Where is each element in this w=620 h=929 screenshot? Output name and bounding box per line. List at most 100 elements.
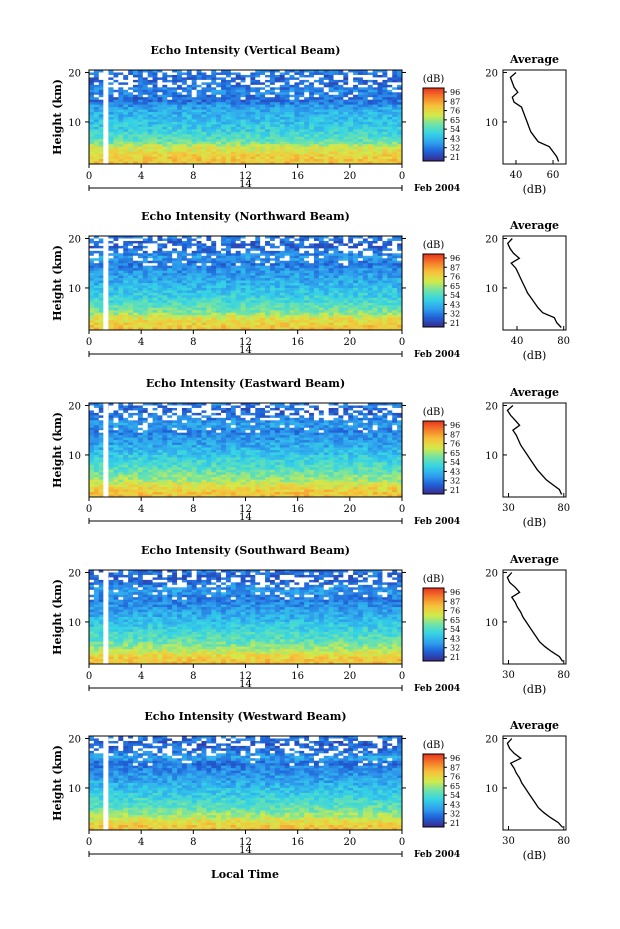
colorbar-tick-label: 65 [450, 449, 460, 458]
profile-x-label: (dB) [523, 516, 547, 529]
profile-y-tick-label: 20 [485, 568, 498, 579]
colorbar-tick-label: 43 [450, 134, 460, 143]
profile-x-label: (dB) [523, 183, 547, 196]
colorbar-tick-label: 54 [450, 125, 460, 134]
month-label: Feb 2004 [414, 350, 460, 360]
profile-x-label: (dB) [523, 349, 547, 362]
x-tick-label: 16 [291, 837, 304, 848]
x-tick-label: 20 [343, 837, 356, 848]
profile-title: Average [509, 219, 559, 232]
colorbar-tick-label: 76 [450, 607, 460, 616]
colorbar-tick-label: 87 [450, 97, 460, 106]
x-tick-label: 4 [138, 504, 144, 515]
heatmap-field [89, 736, 403, 831]
colorbar-tick-label: 32 [450, 477, 460, 486]
date-label: 14 [239, 345, 252, 356]
profile-x-tick-label: 40 [511, 336, 524, 347]
date-label: 14 [239, 512, 252, 523]
profile-line [506, 405, 563, 495]
colorbar-tick-label: 76 [450, 273, 460, 282]
colorbar-tick-label: 96 [450, 421, 460, 430]
beam-panel: Echo Intensity (Southward Beam) 20 10 Heigh… [51, 544, 570, 696]
profile-frame [502, 569, 567, 665]
profile-line [506, 572, 564, 662]
x-axis-label: Local Time [211, 868, 279, 881]
colorbar-unit: (dB) [423, 740, 445, 751]
y-axis-label: Height (km) [51, 245, 64, 321]
profile-title: Average [509, 386, 559, 399]
x-tick-label: 12 [239, 504, 252, 515]
y-tick-label: 20 [68, 401, 81, 412]
x-tick-label: 20 [343, 504, 356, 515]
profile-x-tick-label: 60 [547, 170, 560, 181]
x-tick-label: 0 [399, 504, 405, 515]
profile-x-tick-label: 80 [557, 336, 570, 347]
profile-x-tick-label: 30 [502, 670, 515, 681]
colorbar-tick-label: 21 [450, 153, 460, 162]
colorbar-unit: (dB) [423, 574, 445, 585]
colorbar-tick-label: 21 [450, 486, 460, 495]
panel-title: Echo Intensity (Southward Beam) [141, 544, 350, 557]
colorbar-tick-label: 76 [450, 107, 460, 116]
x-tick-label: 0 [86, 504, 92, 515]
heatmap-field [89, 570, 403, 665]
x-tick-label: 0 [86, 337, 92, 348]
data-gap [103, 403, 109, 497]
colorbar-tick-label: 43 [450, 300, 460, 309]
y-tick-label: 10 [68, 784, 81, 795]
profile-y-tick-label: 10 [485, 118, 498, 129]
y-tick-label: 10 [68, 618, 81, 629]
colorbar-tick-label: 87 [450, 430, 460, 439]
colorbar-tick-label: 54 [450, 458, 460, 467]
colorbar [422, 87, 445, 162]
colorbar-tick-label: 54 [450, 625, 460, 634]
colorbar [422, 420, 445, 495]
x-tick-label: 4 [138, 171, 144, 182]
profile-y-tick-label: 20 [485, 234, 498, 245]
colorbar-tick-label: 96 [450, 254, 460, 263]
x-tick-label: 0 [399, 671, 405, 682]
x-tick-label: 20 [343, 671, 356, 682]
x-tick-label: 8 [190, 671, 196, 682]
colorbar-tick-label: 65 [450, 782, 460, 791]
x-tick-label: 16 [291, 671, 304, 682]
panel-title: Echo Intensity (Northward Beam) [141, 210, 350, 223]
x-tick-label: 16 [291, 504, 304, 515]
profile-frame [502, 402, 567, 498]
y-axis-label: Height (km) [51, 79, 64, 155]
profile-y-tick-label: 20 [485, 401, 498, 412]
x-tick-label: 0 [86, 671, 92, 682]
colorbar-tick-label: 87 [450, 597, 460, 606]
x-tick-label: 12 [239, 337, 252, 348]
colorbar-tick-label: 43 [450, 634, 460, 643]
colorbar-tick-label: 87 [450, 763, 460, 772]
y-tick-label: 20 [68, 234, 81, 245]
profile-x-tick-label: 30 [502, 503, 515, 514]
panel-title: Echo Intensity (Eastward Beam) [146, 377, 345, 390]
profile-x-tick-label: 40 [510, 170, 523, 181]
profile-y-tick-label: 10 [485, 284, 498, 295]
profile-title: Average [509, 553, 559, 566]
profile-frame [502, 69, 567, 165]
y-tick-label: 20 [68, 568, 81, 579]
month-label: Feb 2004 [414, 850, 460, 860]
profile-y-tick-label: 10 [485, 451, 498, 462]
y-tick-label: 10 [68, 284, 81, 295]
x-tick-label: 4 [138, 337, 144, 348]
profile-frame [502, 235, 567, 331]
profile-x-tick-label: 80 [557, 836, 570, 847]
profile-title: Average [509, 719, 559, 732]
beam-panel: Echo Intensity (Northward Beam) 20 10 Heigh… [51, 210, 570, 362]
colorbar [422, 587, 445, 662]
profile-y-tick-label: 20 [485, 68, 498, 79]
x-tick-label: 16 [291, 171, 304, 182]
y-tick-label: 20 [68, 734, 81, 745]
y-tick-label: 10 [68, 451, 81, 462]
profile-x-label: (dB) [523, 849, 547, 862]
colorbar-tick-label: 65 [450, 282, 460, 291]
profile-x-tick-label: 80 [557, 503, 570, 514]
y-axis-label: Height (km) [51, 745, 64, 821]
colorbar-tick-label: 32 [450, 644, 460, 653]
colorbar-tick-label: 96 [450, 588, 460, 597]
